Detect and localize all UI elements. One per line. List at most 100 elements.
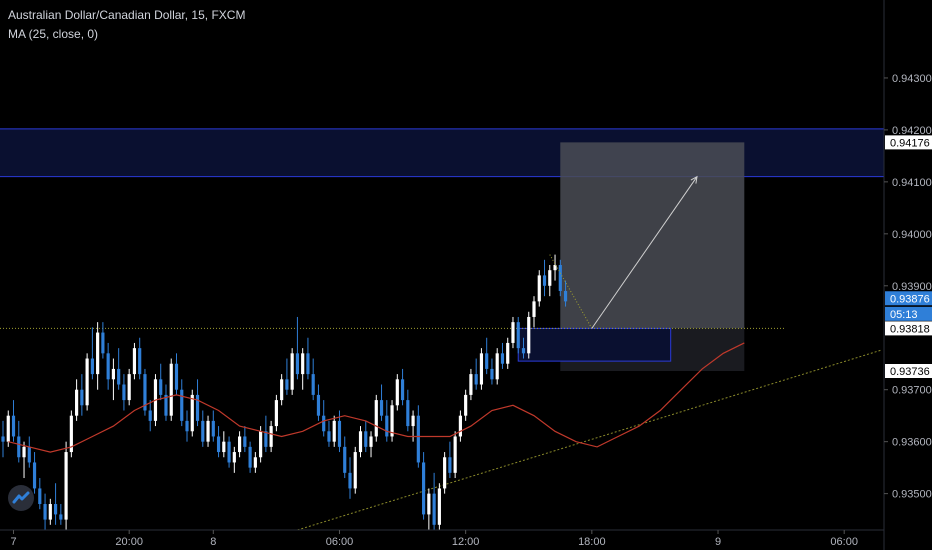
candle-body [411,415,415,427]
candle-body [385,415,389,437]
candle-body [69,415,73,453]
candle-body [464,394,468,416]
candle-body [301,353,305,375]
candle-body [222,441,226,453]
candle-body [390,405,394,437]
candle-body [243,436,247,447]
candle-body [127,374,131,401]
candle-body [453,436,457,473]
candle-body [132,348,137,375]
candle-body [379,400,384,416]
price-label-text: 05:13 [890,309,918,321]
candle-body [337,420,342,447]
candle-body [43,504,47,520]
candle-body [64,452,68,520]
candle-body [206,420,210,442]
candle-body [38,488,42,505]
candle-body [48,504,52,520]
time-axis[interactable]: 7 20:00 8 06:00 12:00 18:00 9 06:00 [0,529,884,548]
candle-body [406,400,410,427]
candle-body [201,420,205,442]
candle-body [290,353,294,390]
candle-body [6,415,10,442]
price-axis[interactable]: 0.94300 0.94200 0.94100 0.94000 0.93900 0.937… [883,0,932,550]
candle-body [59,514,63,520]
candle-body [306,353,310,375]
candle-body [117,368,121,385]
candles-layer [1,254,568,530]
candle-body [422,462,426,515]
candle-body [327,431,331,442]
candle-body [75,389,79,416]
candle-body [358,431,363,453]
y-tick-label: 0.94100 [892,177,932,189]
y-tick-label: 0.94200 [892,125,932,137]
moving-average-line [8,342,745,453]
candle-body [259,431,263,458]
target-box [560,142,745,329]
candle-body [169,363,173,416]
projection-arrowhead [690,175,698,184]
x-tick-label: 06:00 [830,536,858,548]
candle-body [148,410,152,421]
candle-body [174,363,179,390]
candle-body [185,420,189,432]
candle-body [516,322,520,349]
candle-body [216,436,221,453]
indicator-label[interactable]: MA (25, close, 0) [8,27,99,41]
supply-zone [0,128,884,177]
candle-body [374,400,378,437]
candle-body [85,358,89,406]
candle-body [511,322,515,343]
candle-body [211,420,215,437]
x-tick-label: 7 [10,536,16,548]
candle-body [558,265,562,291]
candle-body [458,415,462,437]
candle-body [101,332,105,354]
candle-body [164,394,168,416]
y-tick-label: 0.93900 [892,281,932,293]
candle-body [159,379,163,395]
candle-body [190,394,194,432]
candle-body [1,436,5,442]
y-tick-label: 0.93500 [892,489,932,501]
current-price-badge [885,306,932,321]
candle-body [274,400,278,427]
y-tick-label: 0.94300 [892,73,932,85]
candle-body [264,431,268,447]
candle-body [17,436,21,458]
candle-body [542,275,547,286]
zones-layer [0,128,884,371]
candle-body [32,462,37,489]
candle-body [237,436,242,453]
candle-body [322,415,326,432]
overlay-layer [549,175,698,329]
candle-body [553,265,557,271]
candle-body [332,420,336,442]
ma-layer [8,342,745,453]
price-label-badge [885,321,932,336]
entry-box [517,327,672,362]
symbol-title[interactable]: Australian Dollar/Canadian Dollar, 15, F… [8,8,246,22]
x-tick-label: 18:00 [578,536,606,548]
candle-body [106,353,110,380]
candle-body [416,415,420,463]
candle-body [111,368,115,380]
candle-body [495,353,499,380]
price-label-badge [885,364,932,378]
candle-body [248,446,252,468]
candle-body [27,446,31,463]
candle-body [532,301,536,317]
candle-body [353,452,357,489]
candle-body [427,493,431,515]
price-label-text: 0.94176 [890,137,930,149]
candle-body [195,394,200,421]
tradingview-logo-icon[interactable] [8,485,34,511]
candle-body [22,446,26,458]
price-label-text: 0.93876 [890,293,930,305]
candle-body [90,358,94,375]
candle-body [485,353,489,369]
candle-body [537,275,541,302]
candle-body [143,374,147,411]
